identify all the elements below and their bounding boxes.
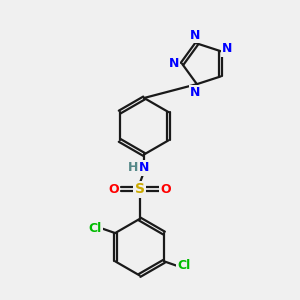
Text: Cl: Cl xyxy=(177,259,190,272)
Text: N: N xyxy=(169,57,179,70)
Text: S: S xyxy=(135,182,145,196)
Text: O: O xyxy=(108,183,119,196)
Text: Cl: Cl xyxy=(88,222,102,235)
Text: N: N xyxy=(139,161,149,174)
Text: N: N xyxy=(190,28,201,42)
Text: N: N xyxy=(190,86,201,99)
Text: O: O xyxy=(160,183,171,196)
Text: N: N xyxy=(222,42,233,55)
Text: H: H xyxy=(128,161,138,174)
